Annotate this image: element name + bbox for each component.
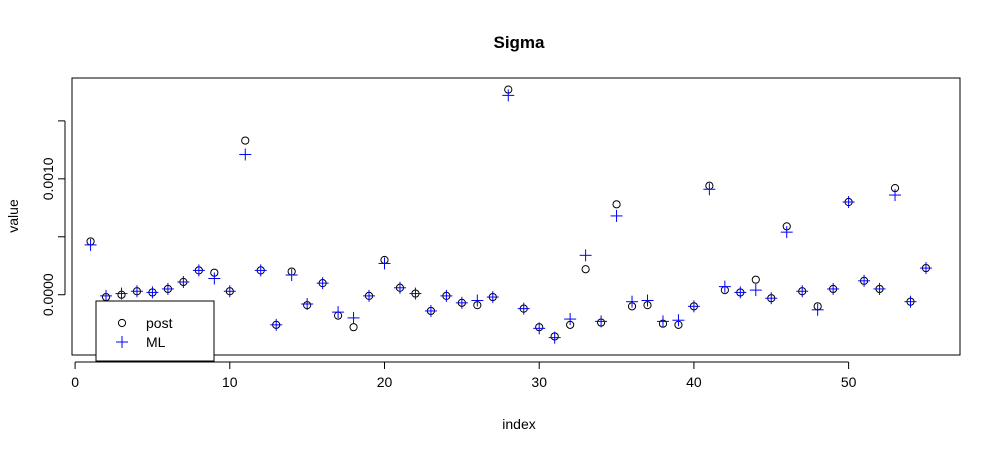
- x-tick-label: 50: [841, 374, 857, 390]
- ML-point: [749, 284, 762, 297]
- ML-point: [301, 298, 314, 311]
- ML-point: [919, 262, 932, 275]
- ML-point: [502, 89, 515, 102]
- ML-point: [455, 296, 468, 309]
- ML-point: [858, 274, 871, 287]
- ML-point: [270, 318, 283, 331]
- legend-label-post: post: [146, 315, 173, 331]
- ML-point: [84, 238, 97, 251]
- ML-point: [842, 196, 855, 209]
- legend-label-ML: ML: [146, 334, 166, 350]
- ML-legend-marker: [116, 336, 128, 348]
- ML-point: [223, 285, 236, 298]
- ML-point: [316, 277, 329, 290]
- ML-point: [177, 275, 190, 288]
- ML-point: [100, 289, 113, 302]
- ML-point: [393, 281, 406, 294]
- ML-point: [254, 264, 267, 277]
- ML-point: [811, 303, 824, 316]
- ML-point: [146, 286, 159, 299]
- ML-point: [672, 314, 685, 327]
- ML-point: [564, 313, 577, 326]
- ML-point: [363, 289, 376, 302]
- ML-point: [533, 322, 546, 335]
- ML-point: [796, 285, 809, 298]
- ML-point: [873, 282, 886, 295]
- data-points: [84, 85, 932, 344]
- ML-point: [471, 294, 484, 307]
- legend-box: [95, 300, 215, 362]
- ML-point: [378, 257, 391, 270]
- post-point: [241, 136, 250, 145]
- ML-point: [656, 315, 669, 328]
- ML-point: [517, 302, 530, 315]
- ML-point: [827, 282, 840, 295]
- x-axis-label: index: [502, 416, 535, 432]
- ML-point: [239, 148, 252, 161]
- ML-point: [548, 331, 561, 344]
- ML-point: [208, 272, 221, 285]
- x-tick-label: 30: [531, 374, 547, 390]
- ML-point: [765, 292, 778, 305]
- plot-area-border: [71, 77, 961, 356]
- post-point: [751, 275, 760, 284]
- post-point: [349, 323, 358, 332]
- y-axis: 0.0000 0.0010: [40, 120, 66, 316]
- ML-point: [718, 280, 731, 293]
- ML-point: [115, 287, 128, 300]
- post-legend-marker: [117, 318, 127, 328]
- ML-point: [626, 295, 639, 308]
- ML-point: [579, 249, 592, 262]
- x-tick-label: 40: [686, 374, 702, 390]
- ML-point: [130, 285, 143, 298]
- ML-point: [424, 304, 437, 317]
- ML-point: [440, 289, 453, 302]
- post-point: [581, 265, 590, 274]
- chart-title: Sigma: [493, 33, 545, 52]
- x-tick-label: 20: [377, 374, 393, 390]
- y-tick-label: 0.0000: [40, 273, 56, 316]
- y-axis-label: value: [5, 199, 21, 233]
- ML-point: [641, 294, 654, 307]
- ML-point: [780, 226, 793, 239]
- ML-point: [409, 287, 422, 300]
- ML-point: [687, 300, 700, 313]
- post-point: [612, 200, 621, 209]
- ML-point: [904, 295, 917, 308]
- x-axis: 0 10 20 30 40 50: [71, 361, 857, 390]
- ML-point: [486, 291, 499, 304]
- ML-point: [734, 286, 747, 299]
- ML-point: [889, 189, 902, 202]
- ML-point: [610, 209, 623, 222]
- legend: post ML: [95, 300, 215, 362]
- y-tick-label: 0.0010: [40, 157, 56, 200]
- x-tick-label: 10: [222, 374, 238, 390]
- x-tick-label: 0: [71, 374, 79, 390]
- ML-point: [161, 282, 174, 295]
- ML-point: [595, 315, 608, 328]
- ML-point: [703, 183, 716, 196]
- ML-point: [347, 311, 360, 324]
- ML-point: [192, 264, 205, 277]
- ML-point: [332, 306, 345, 319]
- ML-point: [285, 269, 298, 282]
